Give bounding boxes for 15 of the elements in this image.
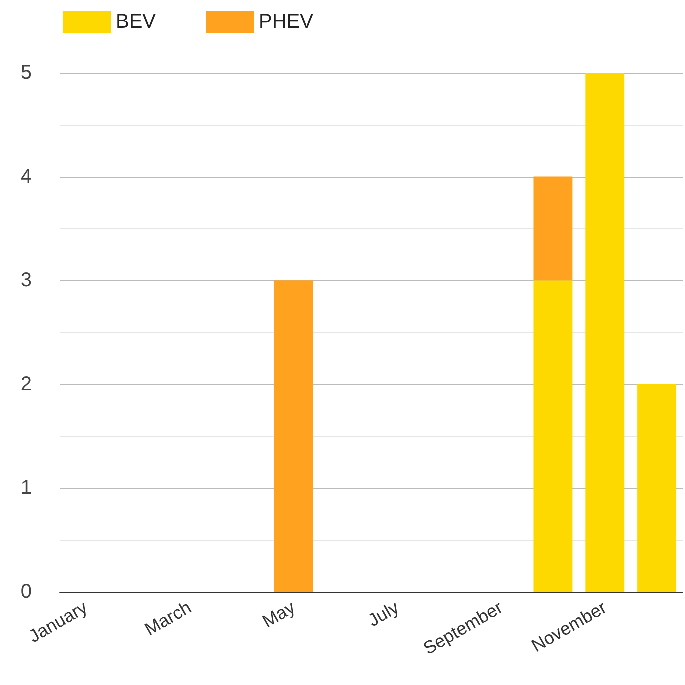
- bar: [534, 176, 573, 281]
- x-tick-label: July: [364, 597, 402, 631]
- y-tick-label: 0: [20, 581, 32, 603]
- legend-label: PHEV: [259, 11, 314, 33]
- y-tick-label: 3: [20, 270, 32, 292]
- y-tick-label: 1: [20, 477, 32, 500]
- y-tick-label: 4: [20, 166, 32, 188]
- bar: [586, 73, 625, 592]
- bar: [274, 280, 314, 592]
- legend-label: BEV: [116, 11, 157, 33]
- x-tick-label: May: [259, 597, 299, 632]
- y-tick-label: 5: [20, 62, 32, 84]
- bar: [638, 384, 677, 592]
- y-tick-label: 2: [20, 373, 32, 396]
- bar: [534, 280, 573, 592]
